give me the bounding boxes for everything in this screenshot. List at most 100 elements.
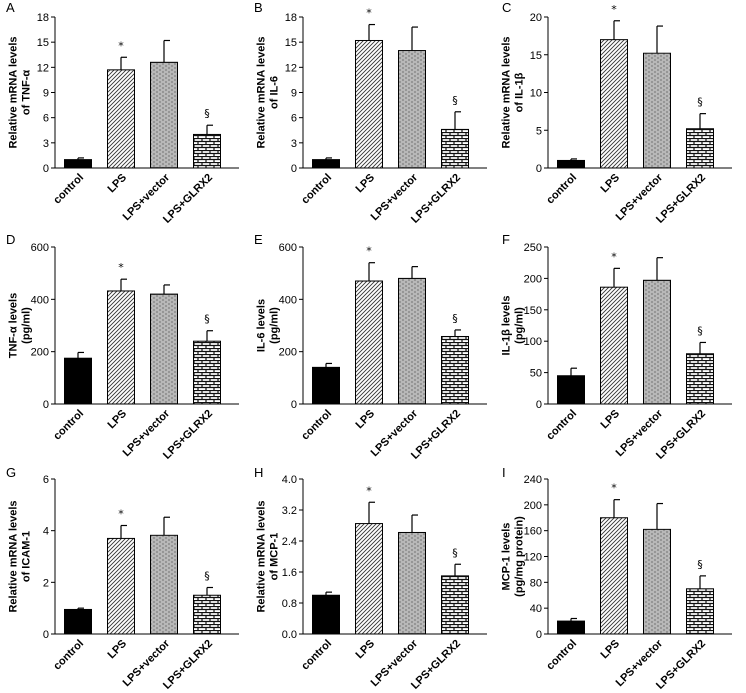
category-label-lps: LPS <box>598 408 622 432</box>
bar-lps <box>600 286 628 405</box>
significance-asterisk: * <box>611 3 617 16</box>
y-tick-label: 250 <box>524 242 542 254</box>
category-label-control: control <box>544 408 579 443</box>
y-tick-label: 0.0 <box>282 629 297 641</box>
panel-h: H 0.0 0.8 1.6 2.4 3.2 4.0 Relative mRNA levelso… <box>254 465 487 692</box>
panel-i: I 0 40 80 120 160 200 240 MCP-1 levels(pg/mg pro… <box>501 465 732 692</box>
y-tick-label: 3 <box>291 138 297 150</box>
y-axis-title-line: IL-1β levels <box>501 296 513 356</box>
bar-lps-vector <box>643 528 671 635</box>
category-label-lps: LPS <box>353 172 377 196</box>
bar-control <box>312 159 340 169</box>
y-axis-title-line: (pg/ml) <box>269 307 281 344</box>
bar-control <box>64 357 92 405</box>
y-axis-title: Relative mRNA levelsof TNF-α <box>8 36 33 148</box>
significance-section-mark: § <box>452 312 458 325</box>
bar-lps <box>355 280 383 405</box>
y-axis-title: Relative mRNA levelsof MCP-1 <box>256 500 281 612</box>
panel-letter: D <box>6 232 15 247</box>
y-tick-label: 200 <box>31 347 49 359</box>
y-axis-title-line: Relative mRNA levels <box>501 36 513 148</box>
significance-asterisk: * <box>118 39 124 52</box>
y-tick-label: 100 <box>524 336 542 348</box>
y-axis-title-line: Relative mRNA levels <box>256 500 268 612</box>
y-tick-label: 0 <box>536 629 542 641</box>
y-axis-title-line: of ICAM-1 <box>21 531 33 582</box>
panel-letter: B <box>254 0 263 15</box>
panel-letter: I <box>502 465 506 480</box>
y-axis-title: IL-6 levels(pg/ml) <box>256 299 281 352</box>
y-axis-title-line: Relative mRNA levels <box>256 36 268 148</box>
significance-asterisk: * <box>118 261 124 274</box>
y-tick-label: 40 <box>530 603 542 615</box>
y-tick-label: 600 <box>279 242 297 254</box>
bar-lps <box>355 523 383 635</box>
y-tick-label: 600 <box>31 242 49 254</box>
y-axis-title: Relative mRNA levelsof IL-6 <box>256 36 281 148</box>
y-tick-label: 0.8 <box>282 598 297 610</box>
significance-asterisk: * <box>366 484 372 497</box>
bar-lps-glrx2 <box>193 133 221 169</box>
significance-asterisk: * <box>366 245 372 258</box>
y-tick-label: 0 <box>43 629 49 641</box>
category-label-lps: LPS <box>353 408 377 432</box>
significance-asterisk: * <box>611 482 617 495</box>
bar-lps-vector <box>643 52 671 169</box>
bar-lps-vector <box>150 293 178 405</box>
bar-lps-vector <box>398 50 426 169</box>
bar-lps-vector <box>150 61 178 169</box>
y-tick-label: 400 <box>279 294 297 306</box>
panel-letter: E <box>254 232 263 247</box>
y-tick-label: 3 <box>43 138 49 150</box>
bar-lps-glrx2 <box>686 128 714 169</box>
y-tick-label: 15 <box>530 50 542 62</box>
y-tick-label: 10 <box>530 88 542 100</box>
y-tick-label: 200 <box>524 500 542 512</box>
y-tick-label: 50 <box>530 368 542 380</box>
y-axis-title: MCP-1 levels(pg/mg protein) <box>501 516 526 597</box>
bar-lps-vector <box>398 277 426 405</box>
category-label-control: control <box>51 172 86 207</box>
bar-lps-vector <box>398 531 426 635</box>
bar-lps-glrx2 <box>686 588 714 635</box>
y-axis-title-line: MCP-1 levels <box>501 523 513 591</box>
category-label-lps: LPS <box>105 408 129 432</box>
y-axis-title-line: (pg/ml) <box>514 307 526 344</box>
category-label-control: control <box>299 638 334 673</box>
significance-asterisk: * <box>611 250 617 263</box>
panel-letter: H <box>254 465 263 480</box>
bar-lps-glrx2 <box>441 128 469 169</box>
y-axis-title-line: IL-6 levels <box>256 299 268 352</box>
bar-lps-glrx2 <box>686 353 714 405</box>
bar-control <box>312 594 340 635</box>
significance-section-mark: § <box>204 570 210 583</box>
y-tick-label: 200 <box>279 347 297 359</box>
bar-lps <box>600 39 628 169</box>
y-axis-title-line: (pg/mg protein) <box>514 516 526 597</box>
category-label-control: control <box>544 638 579 673</box>
significance-section-mark: § <box>452 546 458 559</box>
bar-lps-vector <box>643 279 671 405</box>
y-tick-label: 18 <box>37 12 49 24</box>
panel-a: A 0 3 6 9 12 15 18 Relative mRNA levelsof TNF-α c… <box>6 0 239 226</box>
category-label-control: control <box>299 408 334 443</box>
bar-lps-glrx2 <box>193 340 221 405</box>
y-tick-label: 9 <box>291 88 297 100</box>
y-tick-label: 20 <box>530 12 542 24</box>
significance-asterisk: * <box>366 7 372 20</box>
category-label-control: control <box>299 172 334 207</box>
y-tick-label: 6 <box>43 113 49 125</box>
bar-control <box>557 375 585 405</box>
y-axis-title-line: (pg/ml) <box>21 307 33 344</box>
panel-b: B 0 3 6 9 12 15 18 Relative mRNA levelsof IL-6 co… <box>254 0 487 226</box>
y-tick-label: 4.0 <box>282 474 297 486</box>
significance-section-mark: § <box>204 107 210 120</box>
y-tick-label: 12 <box>37 62 49 74</box>
y-tick-label: 0 <box>291 399 297 411</box>
bar-control <box>557 620 585 635</box>
panel-letter: F <box>502 232 510 247</box>
category-label-lps: LPS <box>598 172 622 196</box>
y-tick-label: 80 <box>530 577 542 589</box>
